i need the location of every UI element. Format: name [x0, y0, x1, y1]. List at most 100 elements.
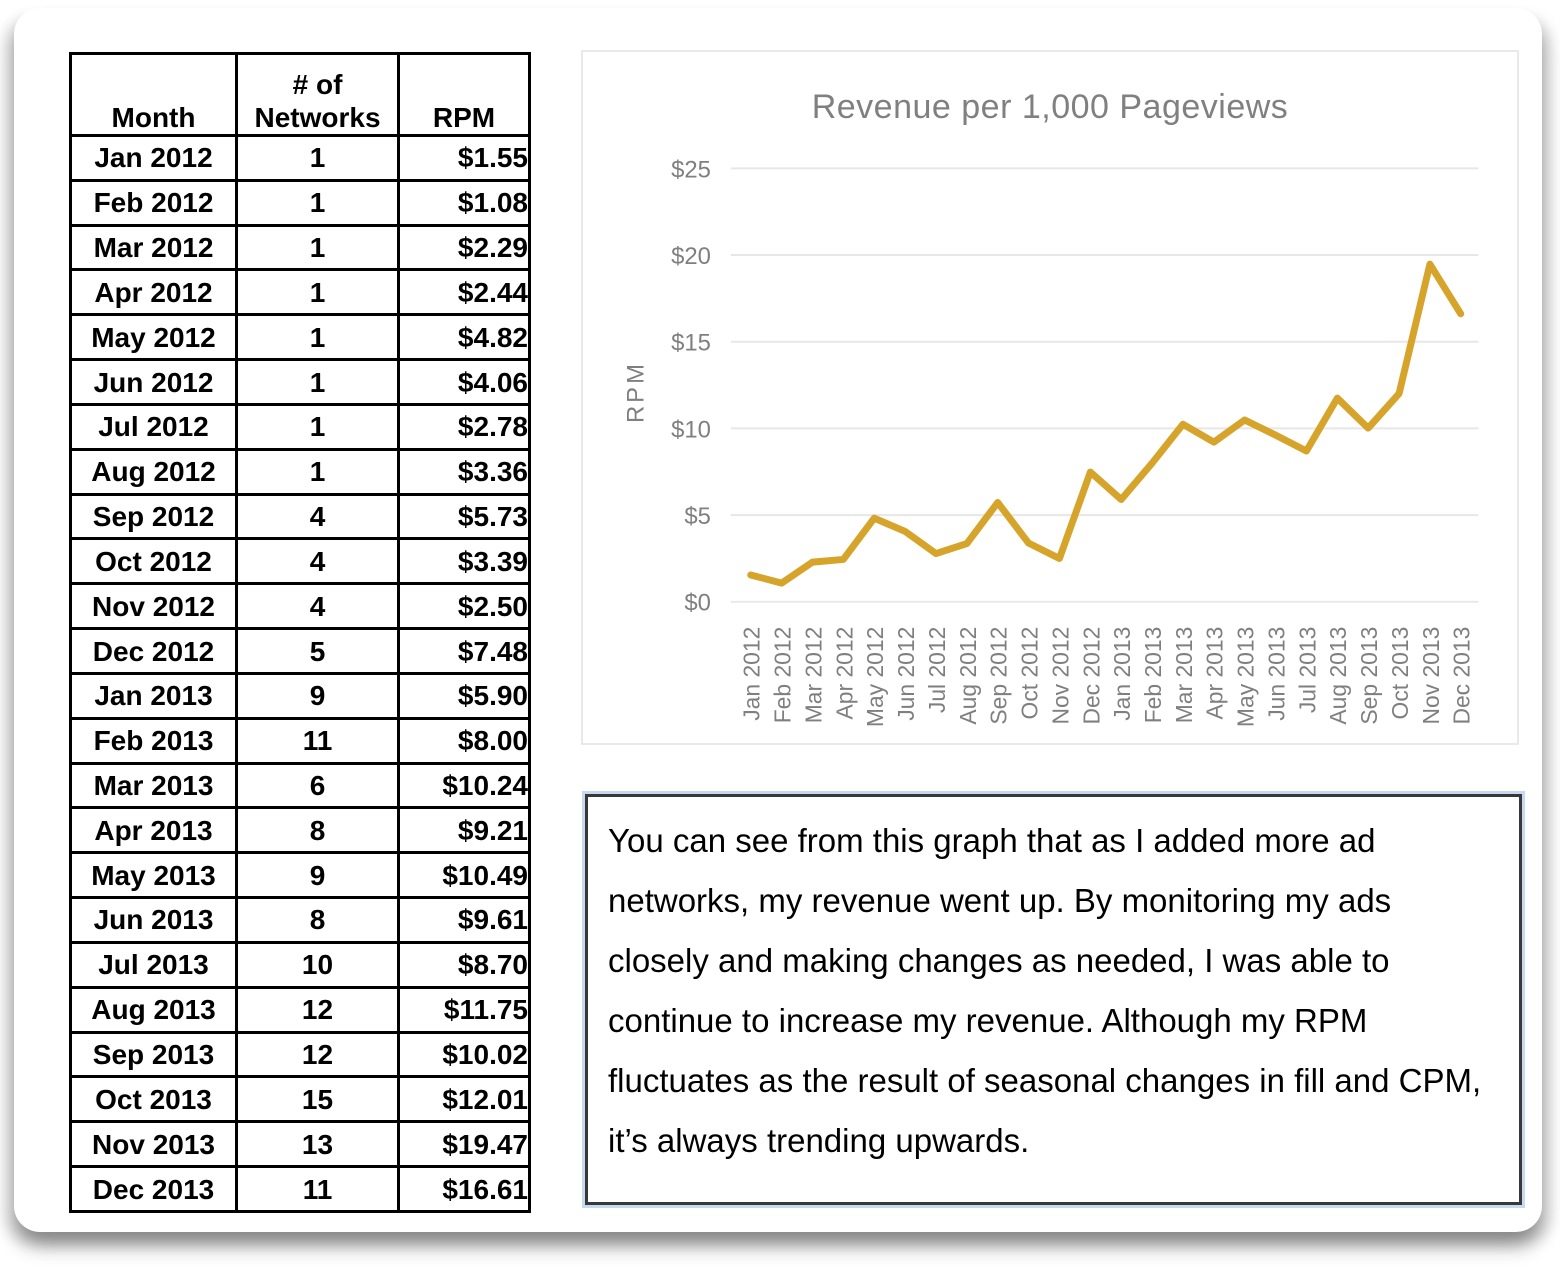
cell-networks: 8: [235, 896, 400, 944]
cell-month: Aug 2013: [69, 985, 238, 1034]
table-row: Jul 2013 10 $8.70: [69, 940, 531, 989]
commentary-box: You can see from this graph that as I ad…: [585, 794, 1522, 1205]
table-row: Oct 2012 4 $3.39: [69, 537, 531, 586]
cell-month: Jan 2013: [69, 671, 238, 720]
cell-rpm: $7.48: [397, 627, 531, 675]
cell-month: May 2013: [69, 851, 238, 900]
cell-networks: 1: [235, 223, 400, 272]
cell-rpm: $16.61: [397, 1165, 531, 1213]
cell-rpm: $1.55: [397, 134, 531, 182]
table-row: Feb 2013 11 $8.00: [69, 716, 531, 765]
cell-month: Aug 2012: [69, 447, 238, 496]
y-axis-title: RPM: [622, 361, 649, 423]
y-tick-label: $25: [671, 156, 711, 183]
cell-month: Jul 2013: [69, 940, 238, 989]
cell-month: May 2012: [69, 313, 238, 362]
table-row: Apr 2012 1 $2.44: [69, 268, 531, 317]
cell-month: Dec 2013: [69, 1165, 238, 1213]
cell-networks: 5: [235, 627, 400, 675]
cell-month: Mar 2012: [69, 223, 238, 272]
cell-rpm: $9.61: [397, 896, 531, 944]
table-row: Jan 2012 1 $1.55: [69, 134, 531, 182]
cell-month: Nov 2012: [69, 582, 238, 631]
table-row: Mar 2012 1 $2.29: [69, 223, 531, 272]
cell-networks: 11: [235, 1165, 400, 1213]
x-tick-label: Oct 2013: [1387, 627, 1413, 720]
cell-rpm: $3.36: [397, 447, 531, 496]
cell-networks: 8: [235, 806, 400, 855]
x-tick-label: May 2013: [1233, 627, 1259, 727]
x-tick-label: Nov 2012: [1047, 627, 1073, 725]
cell-rpm: $4.06: [397, 358, 531, 406]
cell-networks: 15: [235, 1075, 400, 1124]
cell-rpm: $2.44: [397, 268, 531, 317]
x-tick-label: Feb 2012: [770, 627, 796, 724]
cell-month: Jun 2013: [69, 896, 238, 944]
x-tick-label: Oct 2012: [1017, 627, 1043, 720]
rpm-line-series: [747, 260, 1465, 587]
cell-month: Jul 2012: [69, 402, 238, 451]
table-row: Jun 2012 1 $4.06: [69, 358, 531, 406]
column-header-rpm: RPM: [397, 52, 531, 137]
chart-svg: $0 $5 $10 $15 $20 $25 Jan 2012 Feb 2012 Mar 2012…: [622, 156, 1479, 727]
cell-month: Oct 2013: [69, 1075, 238, 1124]
cell-month: Sep 2013: [69, 1030, 238, 1079]
table-row: Feb 2012 1 $1.08: [69, 178, 531, 227]
y-tick-label: $0: [684, 590, 711, 617]
x-tick-label: Feb 2013: [1140, 627, 1166, 724]
table-row: Dec 2012 5 $7.48: [69, 627, 531, 675]
cell-networks: 9: [235, 851, 400, 900]
cell-networks: 11: [235, 716, 400, 765]
cell-rpm: $3.39: [397, 537, 531, 586]
cell-rpm: $10.49: [397, 851, 531, 900]
cell-networks: 10: [235, 940, 400, 989]
cell-month: Apr 2013: [69, 806, 238, 855]
x-tick-label: Dec 2012: [1078, 627, 1104, 725]
cell-networks: 4: [235, 492, 400, 541]
table-row: Apr 2013 8 $9.21: [69, 806, 531, 855]
y-tick-label: $15: [671, 330, 711, 357]
table-row: Nov 2013 13 $19.47: [69, 1120, 531, 1169]
cell-rpm: $2.78: [397, 402, 531, 451]
cell-networks: 1: [235, 313, 400, 362]
cell-rpm: $5.90: [397, 671, 531, 720]
y-tick-label: $5: [684, 503, 711, 530]
cell-rpm: $12.01: [397, 1075, 531, 1124]
cell-rpm: $11.75: [397, 985, 531, 1034]
cell-networks: 1: [235, 178, 400, 227]
cell-month: Sep 2012: [69, 492, 238, 541]
cell-networks: 9: [235, 671, 400, 720]
cell-month: Jan 2012: [69, 134, 238, 182]
x-tick-label: Jul 2012: [924, 627, 950, 713]
cell-rpm: $10.24: [397, 761, 531, 810]
x-tick-label: Apr 2012: [831, 627, 857, 720]
table-header-row: Month # of Networks RPM: [69, 52, 531, 137]
cell-rpm: $8.00: [397, 716, 531, 765]
table-row: Sep 2012 4 $5.73: [69, 492, 531, 541]
x-tick-label: Dec 2013: [1449, 627, 1475, 725]
table-row: Oct 2013 15 $12.01: [69, 1075, 531, 1124]
cell-month: Dec 2012: [69, 627, 238, 675]
x-tick-label: Sep 2013: [1356, 627, 1382, 725]
table-row: Aug 2013 12 $11.75: [69, 985, 531, 1034]
cell-networks: 1: [235, 402, 400, 451]
table-row: May 2012 1 $4.82: [69, 313, 531, 362]
column-header-month: Month: [69, 52, 238, 137]
x-tick-label: Jul 2013: [1294, 627, 1320, 713]
table-row: Sep 2013 12 $10.02: [69, 1030, 531, 1079]
cell-networks: 4: [235, 582, 400, 631]
cell-rpm: $19.47: [397, 1120, 531, 1169]
cell-month: Oct 2012: [69, 537, 238, 586]
cell-networks: 1: [235, 447, 400, 496]
cell-rpm: $5.73: [397, 492, 531, 541]
x-tick-label: May 2012: [862, 627, 888, 727]
x-tick-label: Jan 2013: [1109, 627, 1135, 721]
cell-month: Feb 2012: [69, 178, 238, 227]
rpm-line-chart: $0 $5 $10 $15 $20 $25 Jan 2012 Feb 2012 Mar 2012…: [581, 50, 1519, 745]
cell-networks: 1: [235, 134, 400, 182]
cell-month: Feb 2013: [69, 716, 238, 765]
x-tick-label: Nov 2013: [1418, 627, 1444, 725]
x-tick-label: Sep 2012: [986, 627, 1012, 725]
x-tick-label: Jun 2013: [1263, 627, 1289, 721]
y-tick-label: $20: [671, 243, 711, 270]
